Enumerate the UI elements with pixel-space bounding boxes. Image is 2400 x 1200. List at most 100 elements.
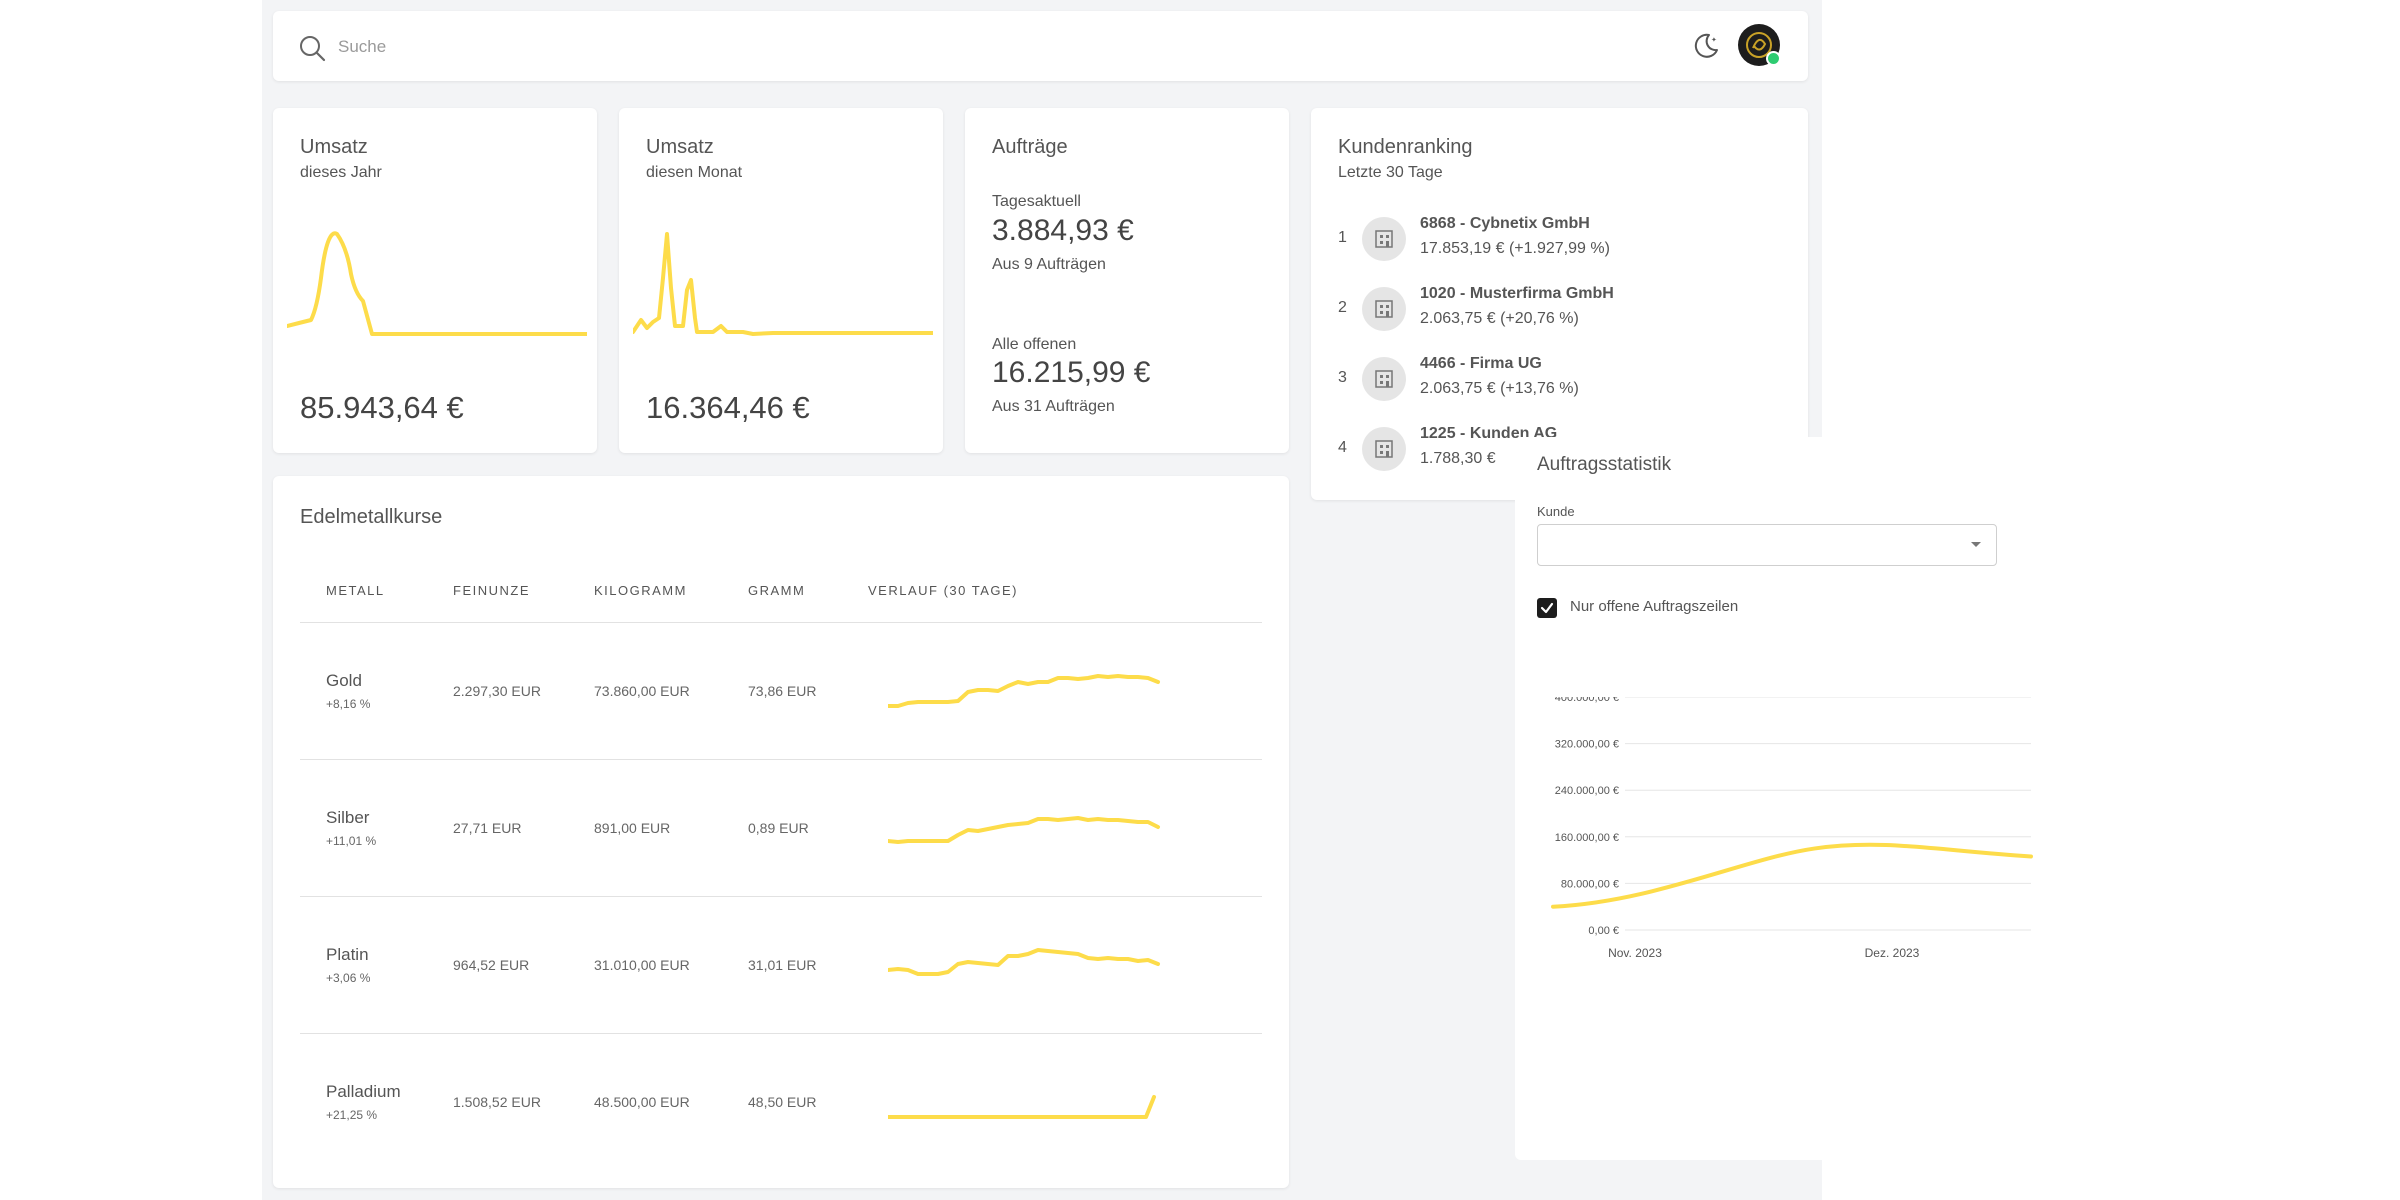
metal-cell: Silber +11,01 %: [300, 759, 453, 897]
customer-revenue: 1.788,30 €: [1420, 450, 1496, 467]
ounce-price: 1.508,52 EUR: [453, 1094, 541, 1110]
building-icon: [1362, 217, 1406, 261]
trend-sparkline: [888, 948, 1160, 976]
kilogram-price: 48.500,00 EUR: [594, 1094, 690, 1110]
y-tick-label: 0,00 €: [1588, 925, 1619, 937]
table-row: Silber +11,01 % 27,71 EUR 891,00 EUR 0,89 EU…: [300, 759, 1262, 897]
metal-name: Palladium: [326, 1082, 401, 1101]
orders-open-label: Alle offenen: [992, 336, 1077, 353]
revenue-month-value: 16.364,46 €: [646, 390, 810, 425]
metal-name: Silber: [326, 808, 370, 827]
metal-change: +11,01 %: [326, 834, 377, 848]
y-tick-label: 160.000,00 €: [1555, 832, 1619, 844]
metal-change: +3,06 %: [326, 971, 371, 985]
trend-sparkline: [888, 816, 1160, 844]
table-row: Gold +8,16 % 2.297,30 EUR 73.860,00 EUR 73,8…: [300, 622, 1262, 760]
column-header: METALL: [300, 558, 453, 623]
ranking-position: 2: [1338, 299, 1347, 316]
metal-cell: Gold +8,16 %: [300, 622, 453, 760]
ranking-row[interactable]: 4 1225 - Kunden AG 1.788,30 €: [1338, 421, 1758, 481]
gram-price: 0,89 EUR: [748, 759, 868, 897]
metal-change: +8,16 %: [326, 697, 371, 711]
y-tick-label: 400.000,00 €: [1555, 697, 1619, 704]
precious-metals-card: Edelmetallkurse METALL FEINUNZE KILOGRAM…: [273, 476, 1289, 1188]
orders-today-count: Aus 9 Aufträgen: [992, 256, 1106, 273]
table-row: Palladium +21,25 % 1.508,52 EUR 48.500,00 E…: [300, 1034, 1262, 1171]
metal-cell: Platin +3,06 %: [300, 896, 453, 1034]
card-title: Umsatz: [300, 136, 368, 158]
chevron-down-icon: [1971, 542, 1981, 547]
x-tick-label: Dez. 2023: [1865, 946, 1920, 960]
card-subtitle: dieses Jahr: [300, 164, 382, 181]
metal-name: Gold: [326, 671, 362, 690]
ranking-row[interactable]: 1 6868 - Cybnetix GmbH 17.853,19 € (+1.927…: [1338, 211, 1758, 271]
gram-price: 31,01 EUR: [748, 896, 868, 1034]
ounce-price: 2.297,30 EUR: [453, 622, 594, 760]
card-title: Edelmetallkurse: [300, 506, 443, 528]
customer-name: 4466 - Firma UG: [1420, 355, 1542, 372]
avatar[interactable]: [1738, 24, 1781, 66]
customer-revenue: 17.853,19 € (+1.927,99 %): [1420, 240, 1610, 257]
card-title: Umsatz: [646, 136, 714, 158]
building-icon: [1362, 357, 1406, 401]
ranking-row[interactable]: 3 4466 - Firma UG 2.063,75 € (+13,76 %): [1338, 351, 1758, 411]
y-tick-label: 320.000,00 €: [1555, 739, 1619, 751]
trend-cell: [868, 759, 1262, 897]
building-icon: [1362, 287, 1406, 331]
card-title: Auftragsstatistik: [1537, 454, 1672, 475]
trend-cell: [868, 896, 1262, 1034]
avatar-logo-icon: [1746, 32, 1772, 58]
orders-open-value: 16.215,99 €: [992, 356, 1151, 389]
gram-price: 73,86 EUR: [748, 622, 868, 760]
column-header: KILOGRAMM: [594, 558, 748, 623]
search-icon: [300, 36, 326, 62]
card-subtitle: Letzte 30 Tage: [1338, 164, 1443, 181]
building-icon: [1362, 427, 1406, 471]
orders-today-label: Tagesaktuell: [992, 193, 1081, 210]
revenue-year-card: Umsatz dieses Jahr 85.943,64 €: [273, 108, 597, 453]
card-subtitle: diesen Monat: [646, 164, 743, 181]
revenue-year-value: 85.943,64 €: [300, 390, 464, 425]
trend-cell: [868, 622, 1262, 760]
orders-open-count: Aus 31 Aufträgen: [992, 398, 1115, 415]
trend-sparkline: [888, 1095, 1156, 1119]
top-bar: ✦: [273, 11, 1808, 81]
card-title: Aufträge: [992, 136, 1068, 158]
revenue-month-sparkline: [633, 232, 933, 336]
column-header: FEINUNZE: [453, 558, 594, 623]
table-row: Platin +3,06 % 964,52 EUR 31.010,00 EUR 31,0…: [300, 896, 1262, 1034]
search-input[interactable]: [336, 29, 940, 65]
moon-icon[interactable]: ✦: [1691, 31, 1721, 61]
orders-today-value: 3.884,93 €: [992, 214, 1134, 247]
customer-name: 1020 - Musterfirma GmbH: [1420, 285, 1614, 302]
column-header: GRAMM: [748, 558, 868, 623]
column-header: VERLAUF (30 TAGE): [868, 558, 1262, 623]
customer-name: 6868 - Cybnetix GmbH: [1420, 215, 1590, 232]
metals-table: METALL FEINUNZE KILOGRAMM GRAMM VERLAUF …: [300, 558, 1262, 1170]
order-statistics-chart: 400.000,00 € 320.000,00 € 240.000,00 € 160.…: [1551, 697, 2033, 960]
online-status-dot: [1766, 51, 1781, 66]
ranking-position: 1: [1338, 229, 1347, 246]
customer-revenue: 2.063,75 € (+13,76 %): [1420, 380, 1579, 397]
ranking-position: 4: [1338, 439, 1347, 456]
revenue-month-card: Umsatz diesen Monat 16.364,46 €: [619, 108, 943, 453]
ranking-row[interactable]: 2 1020 - Musterfirma GmbH 2.063,75 € (+20,…: [1338, 281, 1758, 341]
open-lines-checkbox[interactable]: [1537, 598, 1557, 618]
gram-price: 48,50 EUR: [748, 1094, 817, 1110]
y-tick-label: 80.000,00 €: [1561, 878, 1619, 890]
kilogram-price: 891,00 EUR: [594, 759, 748, 897]
ounce-price: 27,71 EUR: [453, 759, 594, 897]
kilogram-price: 73.860,00 EUR: [594, 622, 748, 760]
customer-select[interactable]: [1537, 524, 1997, 566]
kilogram-price: 31.010,00 EUR: [594, 896, 748, 1034]
metal-change: +21,25 %: [326, 1108, 378, 1122]
card-title: Kundenranking: [1338, 136, 1473, 158]
orders-card: Aufträge Tagesaktuell 3.884,93 € Aus 9 A…: [965, 108, 1289, 453]
revenue-year-sparkline: [287, 231, 587, 336]
y-tick-label: 240.000,00 €: [1555, 785, 1619, 797]
series-line: [1551, 842, 2033, 909]
customer-revenue: 2.063,75 € (+20,76 %): [1420, 310, 1579, 327]
metal-cell: Palladium +21,25 %: [300, 1034, 453, 1171]
ranking-position: 3: [1338, 369, 1347, 386]
open-lines-checkbox-label: Nur offene Auftragszeilen: [1570, 598, 1739, 615]
